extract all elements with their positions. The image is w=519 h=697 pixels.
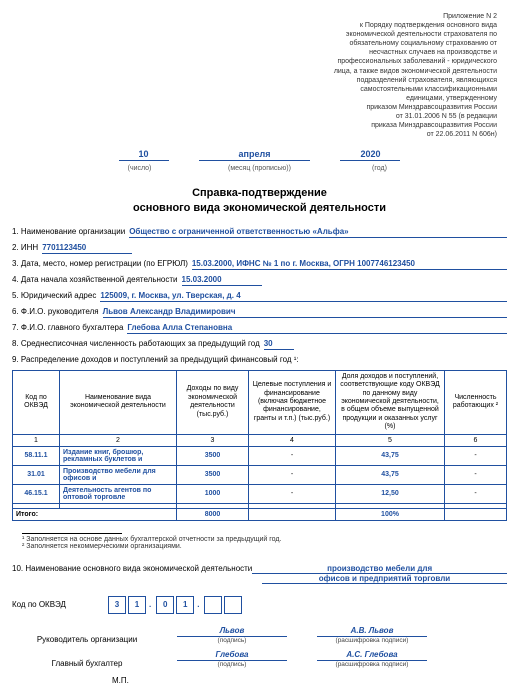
table-row: 31.01 Производство мебели для офисов и 3… [13,465,507,484]
header-block: Приложение N 2 к Порядку подтверждения о… [12,12,507,139]
accountant-name: Глебова Алла Степановна [127,323,507,334]
stamp-place: М.П. [112,676,507,685]
start-date: 15.03.2000 [182,275,262,286]
activity-table: Код по ОКВЭД Наименование вида экономиче… [12,370,507,521]
table-total-row: Итого: 8000 100% [13,508,507,520]
director-name: Львов Александр Владимирович [103,307,507,318]
reg-info: 15.03.2000, ИФНС № 1 по г. Москва, ОГРН … [192,259,507,270]
date-day: 10 [119,149,169,161]
director-decipher: А.В. Львов [317,626,427,637]
footnotes: ¹ Заполняется на основе данных бухгалтер… [12,529,507,554]
date-row: 10 апреля 2020 [12,149,507,161]
accountant-signature: Глебова [177,650,287,661]
date-month: апреля [199,149,311,161]
app-num: Приложение N 2 [12,12,497,21]
date-labels: (число) (месяц (прописью)) (год) [12,165,507,172]
okved-code: Код по ОКВЭД 3 1 . 0 1 . [12,596,507,614]
table-row: 46.15.1 Деятельность агентов по оптовой … [13,484,507,503]
section-10: 10. Наименование основного вида экономич… [12,564,507,574]
legal-address: 125009, г. Москва, ул. Тверская, д. 4 [100,291,507,302]
inn: 7701123450 [42,243,132,254]
doc-title: Справка-подтверждение основного вида эко… [12,186,507,215]
date-year: 2020 [340,149,400,161]
director-signature: Львов [177,626,287,637]
employee-count: 30 [264,339,294,350]
accountant-decipher: А.С. Глебова [317,650,427,661]
signatures: Руководитель организации Львов (подпись)… [12,626,507,685]
org-name: Общество с ограниченной ответственностью… [129,227,507,238]
table-row: 58.11.1 Издание книг, брошюр, рекламных … [13,446,507,465]
